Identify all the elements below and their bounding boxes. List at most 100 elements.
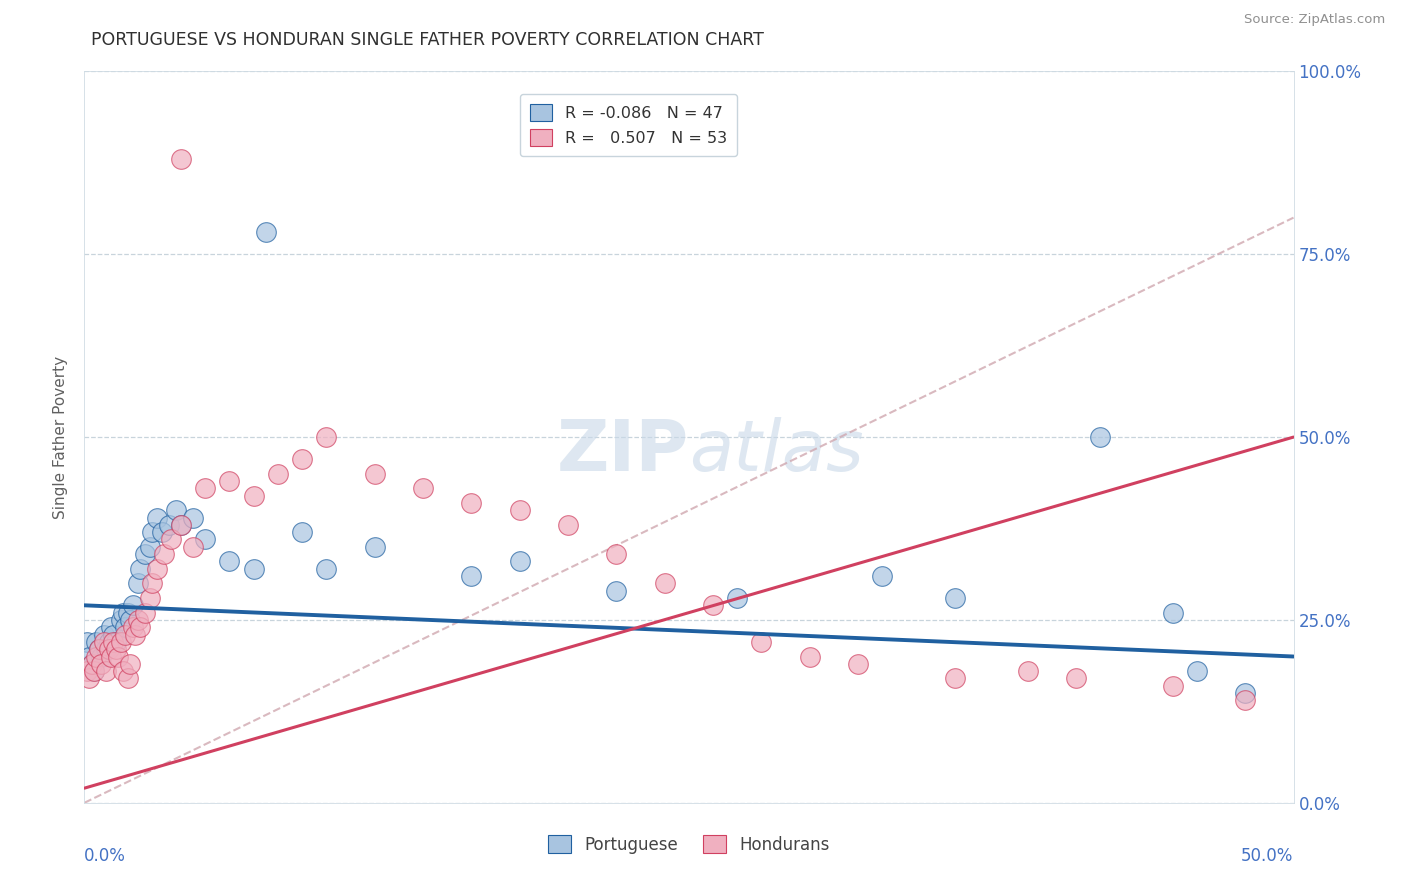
Legend: Portuguese, Hondurans: Portuguese, Hondurans [541, 829, 837, 860]
Text: Source: ZipAtlas.com: Source: ZipAtlas.com [1244, 13, 1385, 27]
Point [129, 562, 152, 576]
Point [112, 606, 135, 620]
Point [86, 649, 108, 664]
Point [104, 635, 127, 649]
Point [160, 533, 183, 547]
Point [218, 474, 240, 488]
Text: 50.0%: 50.0% [1241, 847, 1294, 864]
Point [315, 430, 337, 444]
Point [170, 152, 193, 166]
Point [103, 627, 125, 641]
Point [194, 481, 217, 495]
Point [107, 649, 129, 664]
Point [127, 613, 149, 627]
Point [117, 606, 139, 620]
Point [291, 525, 314, 540]
Point [83, 664, 105, 678]
Point [100, 649, 122, 664]
Point [94, 642, 117, 657]
Text: PORTUGUESE VS HONDURAN SINGLE FATHER POVERTY CORRELATION CHART: PORTUGUESE VS HONDURAN SINGLE FATHER POV… [91, 31, 765, 49]
Point [153, 547, 176, 561]
Point [80, 657, 103, 671]
Point [751, 635, 773, 649]
Text: 0.0%: 0.0% [84, 847, 127, 864]
Point [146, 562, 169, 576]
Point [141, 525, 163, 540]
Point [165, 503, 187, 517]
Point [181, 510, 204, 524]
Point [112, 664, 135, 678]
Y-axis label: Single Father Poverty: Single Father Poverty [53, 356, 69, 518]
Point [117, 672, 139, 686]
Point [363, 467, 385, 481]
Point [943, 672, 966, 686]
Text: atlas: atlas [689, 417, 863, 486]
Text: ZIP: ZIP [557, 417, 689, 486]
Point [943, 591, 966, 605]
Point [412, 481, 434, 495]
Point [83, 664, 105, 678]
Point [87, 642, 110, 657]
Point [138, 591, 160, 605]
Point [100, 620, 122, 634]
Point [121, 620, 143, 634]
Point [605, 547, 627, 561]
Point [725, 591, 748, 605]
Point [90, 649, 112, 664]
Point [110, 613, 132, 627]
Point [1185, 664, 1208, 678]
Point [80, 657, 103, 671]
Point [121, 599, 143, 613]
Point [134, 606, 156, 620]
Point [654, 576, 676, 591]
Point [86, 635, 108, 649]
Point [254, 225, 277, 239]
Point [104, 642, 127, 657]
Point [90, 657, 112, 671]
Point [94, 664, 117, 678]
Point [141, 576, 163, 591]
Point [77, 672, 100, 686]
Point [1161, 679, 1184, 693]
Point [242, 562, 264, 576]
Point [120, 613, 142, 627]
Point [103, 635, 125, 649]
Point [114, 627, 136, 641]
Point [170, 517, 193, 532]
Point [97, 642, 120, 657]
Point [1234, 693, 1257, 707]
Point [129, 620, 152, 634]
Point [363, 540, 385, 554]
Point [872, 569, 894, 583]
Point [557, 517, 579, 532]
Point [138, 540, 160, 554]
Point [127, 576, 149, 591]
Point [157, 517, 180, 532]
Point [315, 562, 337, 576]
Point [267, 467, 290, 481]
Point [242, 489, 264, 503]
Point [702, 599, 724, 613]
Point [509, 503, 531, 517]
Point [1161, 606, 1184, 620]
Point [134, 547, 156, 561]
Point [181, 540, 204, 554]
Point [1234, 686, 1257, 700]
Point [76, 664, 98, 678]
Point [799, 649, 821, 664]
Point [605, 583, 627, 598]
Point [1064, 672, 1087, 686]
Point [150, 525, 173, 540]
Point [218, 554, 240, 568]
Point [146, 510, 169, 524]
Point [110, 635, 132, 649]
Point [460, 496, 482, 510]
Point [120, 657, 142, 671]
Point [124, 627, 146, 641]
Point [291, 452, 314, 467]
Point [87, 642, 110, 657]
Point [77, 649, 100, 664]
Point [460, 569, 482, 583]
Point [93, 627, 115, 641]
Point [1017, 664, 1039, 678]
